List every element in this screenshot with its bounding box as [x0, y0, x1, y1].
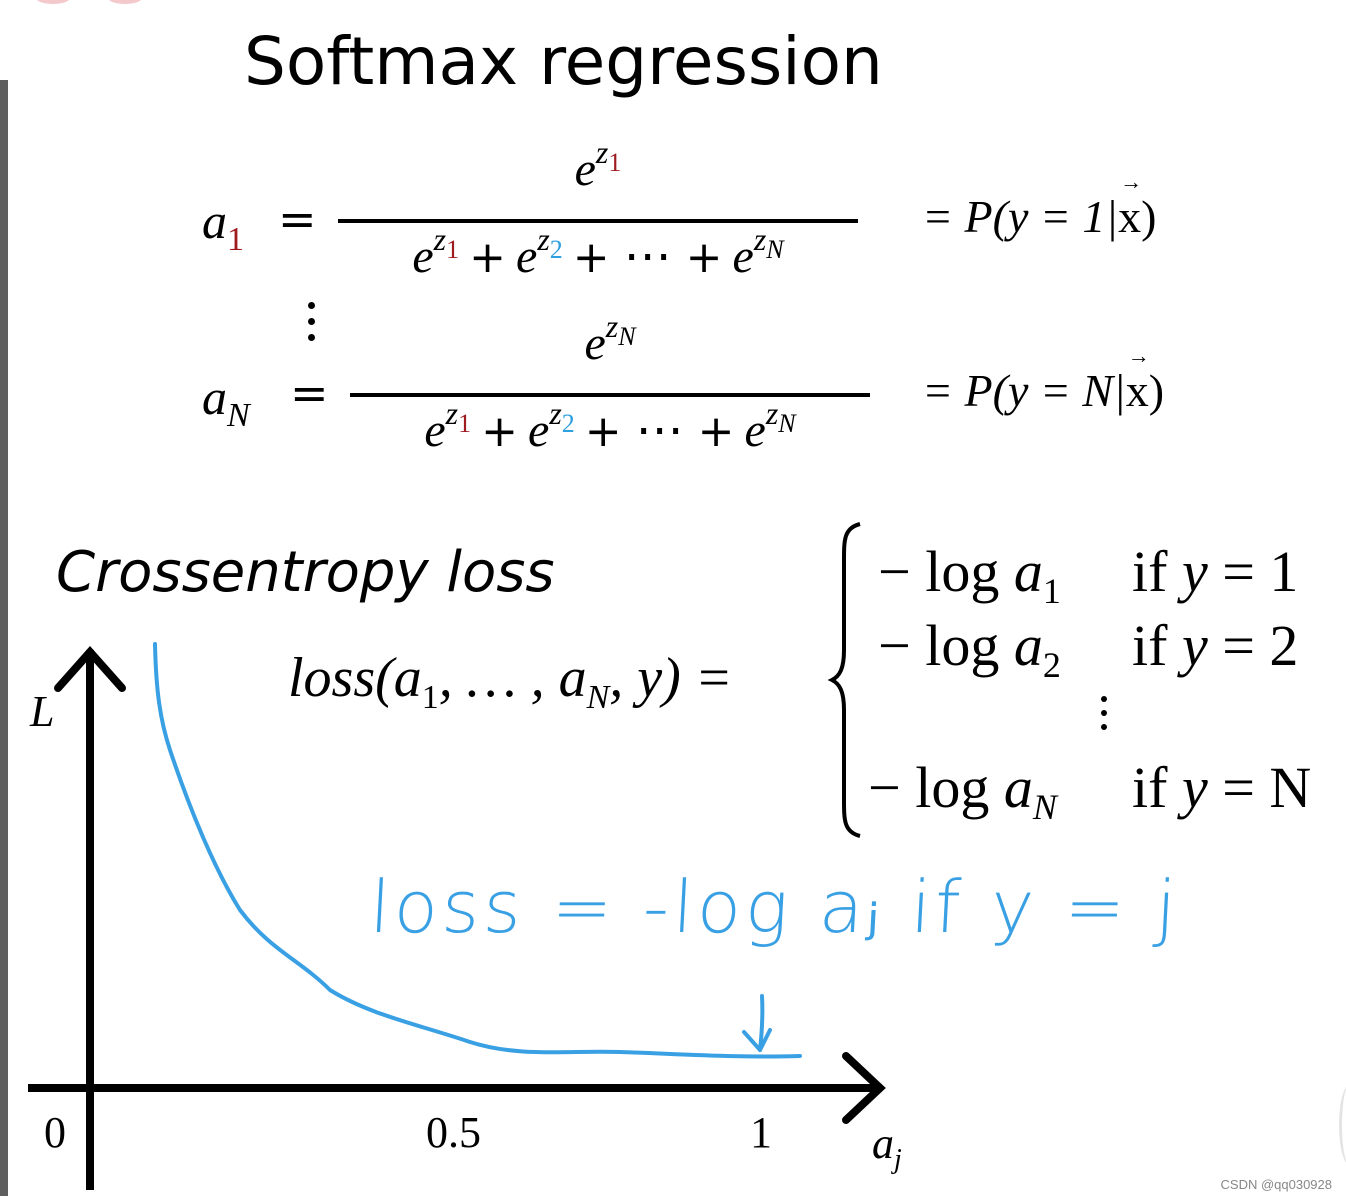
eq1-numerator: ez1 [574, 134, 622, 196]
vector-x: x [1118, 191, 1141, 242]
eqN-rhs: = P(y = N|x) [922, 364, 1164, 417]
cases-vertical-ellipsis [1098, 696, 1110, 736]
eqN-numerator: ezN [584, 308, 636, 370]
eq1-sub: 1 [227, 221, 244, 258]
eq1-var: a [202, 193, 227, 249]
eq1-fraction: ez1 ez1 + ez2 + ⋯ + ezN [338, 134, 858, 300]
x-tick-1: 1 [750, 1108, 772, 1157]
handwritten-loss-note: loss = -log aⱼ if y = j [367, 865, 1183, 949]
fraction-bar [350, 393, 870, 397]
watermark: CSDN @qq030928 [1220, 1177, 1332, 1192]
x-tick-0: 0 [44, 1108, 66, 1157]
eqN-equals: = [290, 366, 329, 420]
case-row-N: − log aN [868, 755, 1057, 828]
fraction-bar [338, 219, 858, 223]
x-axis-arrow-icon [842, 1052, 886, 1124]
loss-function-lhs: loss(a1, … , aN, y) = [288, 647, 733, 716]
eq1-rhs: = P(y = 1|x) [922, 190, 1156, 243]
left-border-bar [0, 80, 8, 1196]
vector-x: x [1126, 365, 1149, 416]
top-red-mark [108, 0, 142, 4]
eq1-denominator: ez1 + ez2 + ⋯ + ezN [412, 221, 784, 283]
vertical-ellipsis [296, 300, 326, 348]
case-row-1: − log a1 [878, 539, 1061, 612]
case-row-2: − log a2 [878, 613, 1061, 686]
case-cond-1: if y = 1 [1132, 539, 1299, 604]
eq1-lhs: a1 [202, 196, 244, 265]
crossentropy-heading: Crossentropy loss [56, 540, 555, 605]
eqN-denominator: ez1 + ez2 + ⋯ + ezN [424, 395, 796, 457]
slide-title: Softmax regression [244, 23, 883, 100]
left-brace-icon [827, 522, 861, 838]
loss-curve-chart [28, 642, 886, 1190]
y-axis-arrow-icon [54, 645, 126, 692]
x-axis-label: aj [872, 1119, 902, 1175]
eqN-lhs: aN [202, 369, 250, 434]
right-edge-shape [1339, 1085, 1346, 1165]
x-tick-0.5: 0.5 [426, 1108, 481, 1157]
loss-curve [153, 642, 802, 1059]
y-axis-label: L [30, 687, 55, 736]
top-red-mark [36, 0, 70, 4]
eqN-fraction: ezN ez1 + ez2 + ⋯ + ezN [350, 308, 870, 474]
case-cond-N: if y = N [1132, 755, 1312, 820]
eq1-equals: = [278, 192, 317, 246]
case-cond-2: if y = 2 [1132, 613, 1299, 678]
